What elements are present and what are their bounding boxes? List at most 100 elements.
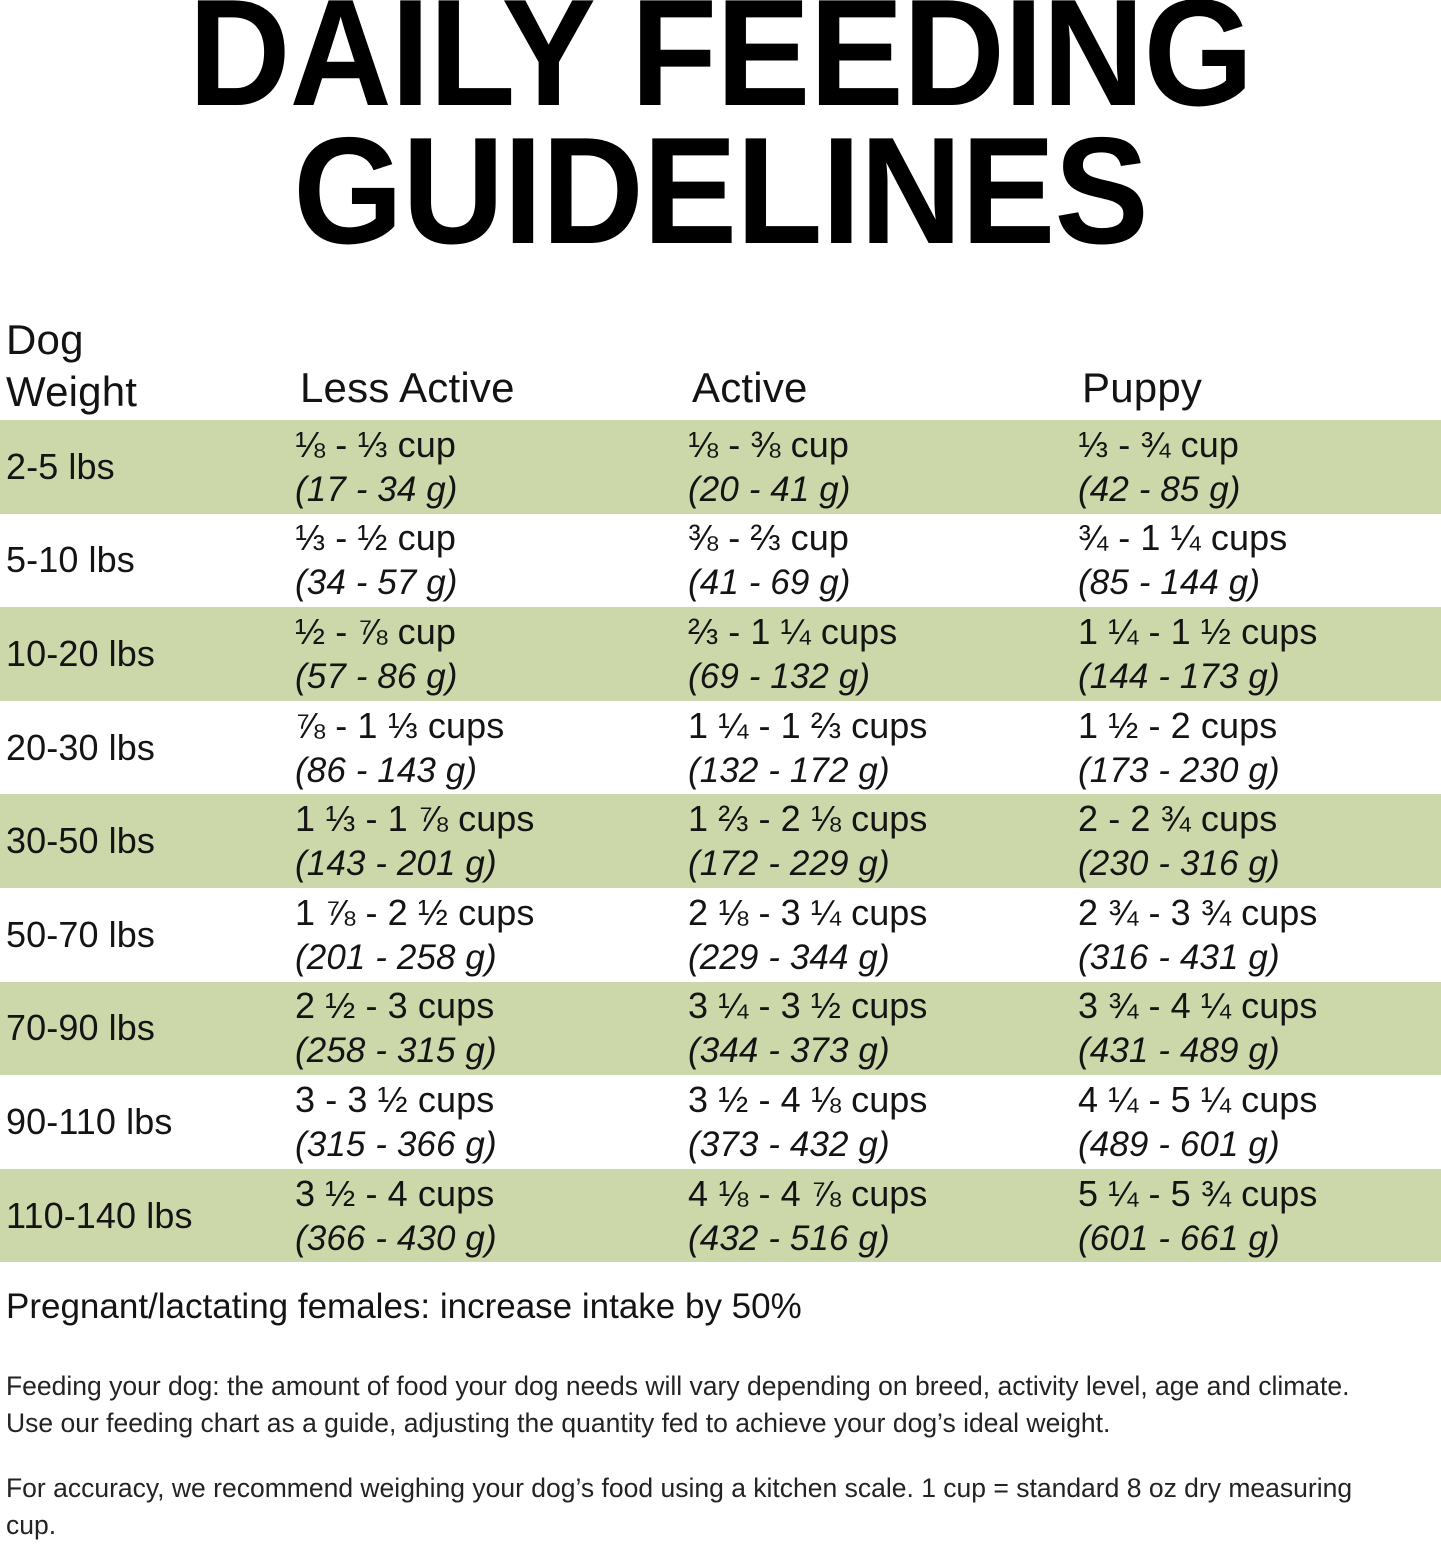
cell-active-cups: ⅔ - 1 ¼ cups — [688, 610, 898, 652]
cell-less-active-grams: (143 - 201 g) — [295, 844, 497, 884]
table-row: 10-20 lbs ½ - ⅞ cup (57 - 86 g) ⅔ - 1 ¼ cup… — [0, 607, 1441, 701]
cell-puppy-cups: ¾ - 1 ¼ cups — [1078, 517, 1288, 559]
cell-puppy-grams: (316 - 431 g) — [1078, 937, 1280, 977]
cell-puppy-grams: (601 - 661 g) — [1078, 1218, 1280, 1258]
cell-dog-weight: 70-90 lbs — [6, 1007, 155, 1049]
cell-puppy-cups: 1 ½ - 2 cups — [1078, 704, 1278, 746]
cell-dog-weight: 90-110 lbs — [6, 1100, 173, 1142]
cell-puppy: 3 ¾ - 4 ¼ cups (431 - 489 g) — [1078, 983, 1318, 1073]
cell-dog-weight: 5-10 lbs — [6, 539, 135, 581]
cell-puppy: ⅓ - ¾ cup (42 - 85 g) — [1078, 422, 1241, 512]
cell-less-active: ⅞ - 1 ⅓ cups (86 - 143 g) — [295, 703, 504, 793]
cell-dog-weight: 50-70 lbs — [6, 913, 155, 955]
footer-paragraph-1: Feeding your dog: the amount of food you… — [6, 1371, 1350, 1438]
cell-active: ⅛ - ⅜ cup (20 - 41 g) — [688, 422, 851, 512]
cell-active-cups: 1 ⅔ - 2 ⅛ cups — [688, 798, 928, 840]
cell-less-active: 3 ½ - 4 cups (366 - 430 g) — [295, 1171, 497, 1261]
cell-less-active-cups: 2 ½ - 3 cups — [295, 985, 495, 1027]
cell-active: 2 ⅛ - 3 ¼ cups (229 - 344 g) — [688, 890, 928, 980]
cell-dog-weight: 30-50 lbs — [6, 820, 155, 862]
cell-puppy-cups: 3 ¾ - 4 ¼ cups — [1078, 985, 1318, 1027]
cell-less-active-grams: (315 - 366 g) — [295, 1124, 497, 1164]
cell-active-cups: 3 ¼ - 3 ½ cups — [688, 985, 928, 1027]
table-row: 110-140 lbs 3 ½ - 4 cups (366 - 430 g) 4 ⅛ … — [0, 1168, 1441, 1263]
cell-dog-weight: 20-30 lbs — [6, 726, 155, 768]
table-body: 2-5 lbs ⅛ - ⅓ cup (17 - 34 g) ⅛ - ⅜ cup (20 … — [0, 420, 1441, 1263]
pregnant-lactating-note: Pregnant/lactating females: increase int… — [6, 1287, 802, 1326]
cell-less-active: 3 - 3 ½ cups (315 - 366 g) — [295, 1077, 497, 1167]
cell-puppy-cups: ⅓ - ¾ cup — [1078, 423, 1239, 465]
footer-notes: Feeding your dog: the amount of food you… — [6, 1368, 1406, 1544]
cell-puppy-grams: (230 - 316 g) — [1078, 844, 1280, 884]
cell-active-cups: 4 ⅛ - 4 ⅞ cups — [688, 1172, 928, 1214]
page-title-line-2: GUIDELINES — [293, 106, 1149, 276]
cell-puppy-cups: 1 ¼ - 1 ½ cups — [1078, 610, 1318, 652]
cell-active-grams: (69 - 132 g) — [688, 656, 871, 696]
table-row: 20-30 lbs ⅞ - 1 ⅓ cups (86 - 143 g) 1 ¼ - 1… — [0, 701, 1441, 795]
cell-less-active-grams: (86 - 143 g) — [295, 750, 478, 790]
cell-puppy: 4 ¼ - 5 ¼ cups (489 - 601 g) — [1078, 1077, 1318, 1167]
cell-puppy-grams: (144 - 173 g) — [1078, 656, 1280, 696]
cell-puppy-grams: (173 - 230 g) — [1078, 750, 1280, 790]
cell-active-cups: 3 ½ - 4 ⅛ cups — [688, 1078, 928, 1120]
column-header-puppy: Puppy — [1082, 364, 1203, 411]
cell-puppy-grams: (85 - 144 g) — [1078, 563, 1261, 603]
cell-less-active-cups: 3 - 3 ½ cups — [295, 1078, 495, 1120]
cell-less-active-cups: 3 ½ - 4 cups — [295, 1172, 495, 1214]
cell-puppy: 2 ¾ - 3 ¾ cups (316 - 431 g) — [1078, 890, 1318, 980]
page-title-line-1: DAILY FEEDING — [188, 0, 1253, 138]
column-header-less-active: Less Active — [300, 364, 515, 411]
cell-less-active: 1 ⅞ - 2 ½ cups (201 - 258 g) — [295, 890, 535, 980]
cell-active: 3 ¼ - 3 ½ cups (344 - 373 g) — [688, 983, 928, 1073]
table-row: 2-5 lbs ⅛ - ⅓ cup (17 - 34 g) ⅛ - ⅜ cup (20 … — [0, 420, 1441, 514]
cell-less-active: 1 ⅓ - 1 ⅞ cups (143 - 201 g) — [295, 796, 535, 886]
cell-less-active-grams: (366 - 430 g) — [295, 1218, 497, 1258]
cell-less-active-cups: 1 ⅓ - 1 ⅞ cups — [295, 798, 535, 840]
cell-puppy-grams: (431 - 489 g) — [1078, 1031, 1280, 1071]
cell-active-cups: ⅛ - ⅜ cup — [688, 423, 849, 465]
cell-active: 1 ⅔ - 2 ⅛ cups (172 - 229 g) — [688, 796, 928, 886]
cell-less-active: ½ - ⅞ cup (57 - 86 g) — [295, 609, 458, 699]
table-row: 50-70 lbs 1 ⅞ - 2 ½ cups (201 - 258 g) 2 ⅛ … — [0, 888, 1441, 982]
cell-puppy: 1 ½ - 2 cups (173 - 230 g) — [1078, 703, 1280, 793]
cell-less-active-grams: (57 - 86 g) — [295, 656, 458, 696]
cell-active-grams: (229 - 344 g) — [688, 937, 890, 977]
page-title: DAILY FEEDING GUIDELINES — [0, 0, 1441, 276]
cell-active-grams: (432 - 516 g) — [688, 1218, 890, 1258]
feeding-table: Dog Weight Less Active Active Puppy 2-5 … — [0, 296, 1441, 1263]
cell-active-grams: (132 - 172 g) — [688, 750, 890, 790]
cell-dog-weight: 110-140 lbs — [6, 1194, 193, 1236]
cell-active: 3 ½ - 4 ⅛ cups (373 - 432 g) — [688, 1077, 928, 1167]
cell-active-grams: (20 - 41 g) — [688, 469, 851, 509]
cell-active: 4 ⅛ - 4 ⅞ cups (432 - 516 g) — [688, 1171, 928, 1261]
cell-less-active-grams: (258 - 315 g) — [295, 1031, 497, 1071]
cell-less-active: ⅛ - ⅓ cup (17 - 34 g) — [295, 422, 458, 512]
cell-less-active-cups: 1 ⅞ - 2 ½ cups — [295, 891, 535, 933]
cell-puppy: ¾ - 1 ¼ cups (85 - 144 g) — [1078, 515, 1287, 605]
cell-less-active-cups: ⅓ - ½ cup — [295, 517, 456, 559]
footer-paragraph-2: For accuracy, we recommend weighing your… — [6, 1473, 1353, 1540]
table-row: 70-90 lbs 2 ½ - 3 cups (258 - 315 g) 3 ¼ - … — [0, 981, 1441, 1076]
cell-active-grams: (344 - 373 g) — [688, 1031, 890, 1071]
table-row: 90-110 lbs 3 - 3 ½ cups (315 - 366 g) 3 ½ -… — [0, 1075, 1441, 1169]
cell-less-active: 2 ½ - 3 cups (258 - 315 g) — [295, 983, 497, 1073]
table-header-row: Dog Weight Less Active Active Puppy — [0, 296, 1441, 420]
cell-active: ⅜ - ⅔ cup (41 - 69 g) — [688, 515, 851, 605]
cell-active-grams: (172 - 229 g) — [688, 844, 890, 884]
table-row: 5-10 lbs ⅓ - ½ cup (34 - 57 g) ⅜ - ⅔ cup (41… — [0, 514, 1441, 608]
cell-active-cups: ⅜ - ⅔ cup — [688, 517, 849, 559]
cell-puppy: 2 - 2 ¾ cups (230 - 316 g) — [1078, 796, 1280, 886]
cell-puppy-cups: 5 ¼ - 5 ¾ cups — [1078, 1172, 1318, 1214]
column-header-active: Active — [692, 364, 808, 411]
cell-less-active-cups: ⅞ - 1 ⅓ cups — [295, 704, 505, 746]
cell-less-active-cups: ⅛ - ⅓ cup — [295, 423, 456, 465]
cell-puppy-cups: 4 ¼ - 5 ¼ cups — [1078, 1078, 1318, 1120]
cell-active: ⅔ - 1 ¼ cups (69 - 132 g) — [688, 609, 897, 699]
cell-less-active-grams: (201 - 258 g) — [295, 937, 497, 977]
cell-less-active: ⅓ - ½ cup (34 - 57 g) — [295, 515, 458, 605]
cell-active-cups: 2 ⅛ - 3 ¼ cups — [688, 891, 928, 933]
table-row: 30-50 lbs 1 ⅓ - 1 ⅞ cups (143 - 201 g) 1 ⅔ … — [0, 794, 1441, 888]
cell-puppy: 1 ¼ - 1 ½ cups (144 - 173 g) — [1078, 609, 1318, 699]
cell-dog-weight: 2-5 lbs — [6, 445, 115, 487]
